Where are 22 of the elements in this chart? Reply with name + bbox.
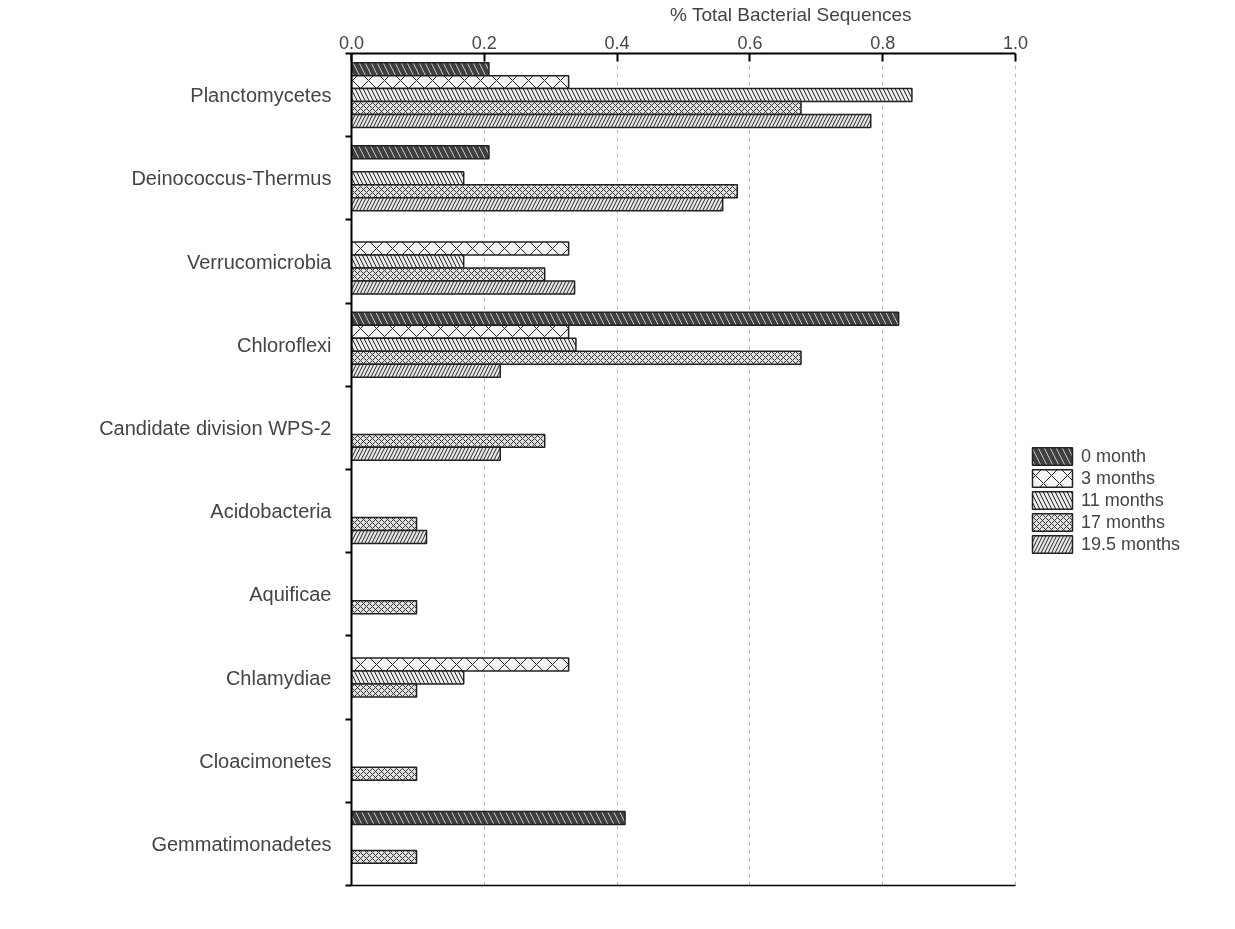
y-tick-label: Candidate division WPS-2	[99, 416, 332, 439]
x-tick-label: 0.4	[604, 32, 630, 53]
y-tick-label: Aquificae	[249, 583, 332, 606]
y-tick-label: Planctomycetes	[190, 84, 332, 107]
x-tick-label: 1.0	[1002, 32, 1029, 53]
x-tick-label: 0.2	[471, 32, 497, 53]
legend-label: 3 months	[1081, 467, 1156, 489]
y-tick-label: Acidobacteria	[210, 500, 333, 523]
x-tick-label: 0.0	[338, 32, 365, 53]
legend-label: 11 months	[1081, 489, 1164, 511]
legend-label: 17 months	[1081, 511, 1166, 533]
y-tick-label: Verrucomicrobia	[187, 250, 333, 273]
y-tick-label: Deinococcus-Thermus	[131, 167, 332, 190]
legend-label: 0 month	[1081, 445, 1147, 467]
y-tick-label: Chloroflexi	[237, 333, 332, 356]
x-tick-label: 0.8	[870, 32, 896, 53]
y-tick-label: Cloacimonetes	[199, 749, 332, 772]
y-tick-label: Chlamydiae	[225, 666, 332, 689]
x-tick-label: 0.6	[737, 32, 763, 53]
x-axis-title: % Total Bacterial Sequences	[670, 3, 912, 25]
y-tick-label: Gemmatimonadetes	[151, 832, 332, 855]
legend-label: 19.5 months	[1081, 533, 1181, 555]
